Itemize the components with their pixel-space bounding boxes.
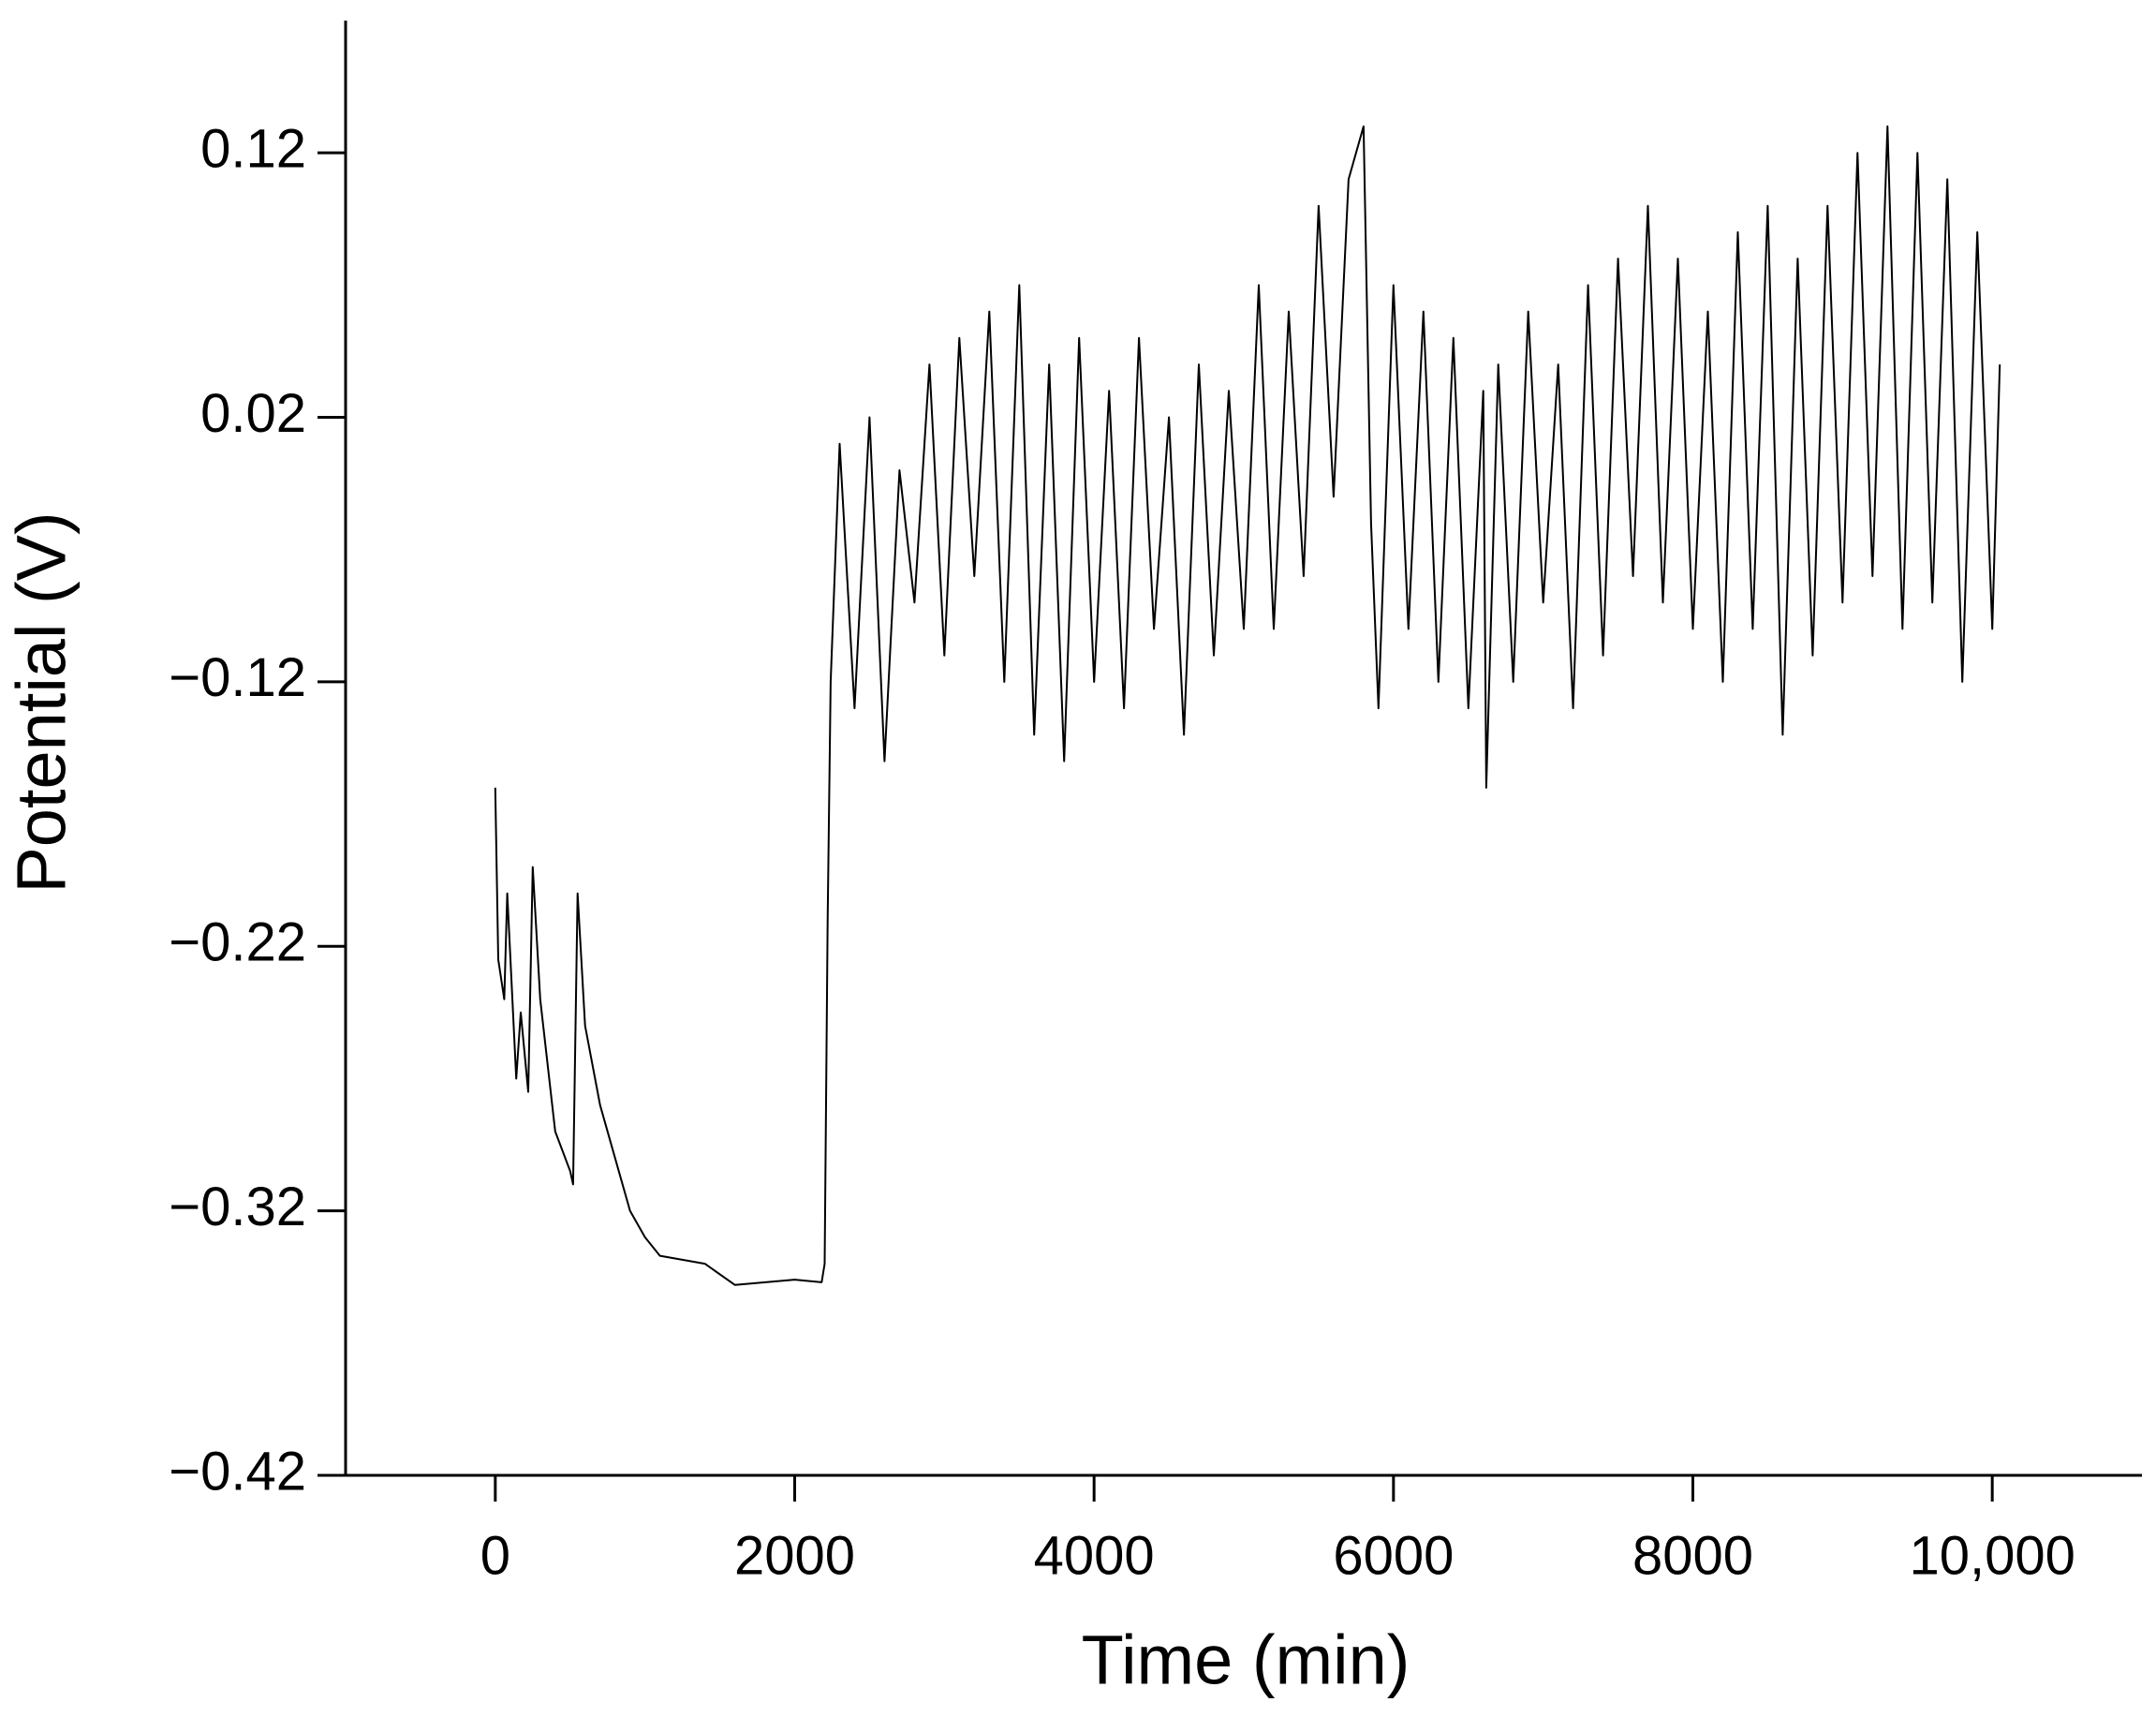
y-tick-label: −0.22	[169, 912, 306, 973]
x-tick-label: 6000	[1333, 1525, 1454, 1586]
y-tick-label: −0.12	[169, 647, 306, 708]
x-axis-title: Time (min)	[1082, 1621, 1410, 1699]
x-tick-label: 0	[480, 1525, 510, 1586]
y-tick-label: −0.32	[169, 1177, 306, 1237]
y-tick-label: 0.02	[200, 383, 306, 444]
y-axis-title: Potential (V)	[3, 511, 81, 893]
x-tick-label: 4000	[1034, 1525, 1155, 1586]
x-tick-label: 2000	[734, 1525, 855, 1586]
x-tick-label: 10,000	[1909, 1525, 2075, 1586]
y-tick-label: 0.12	[200, 119, 306, 180]
x-tick-label: 8000	[1632, 1525, 1753, 1586]
data-line	[494, 125, 2001, 1286]
y-tick-label: −0.42	[169, 1441, 306, 1502]
